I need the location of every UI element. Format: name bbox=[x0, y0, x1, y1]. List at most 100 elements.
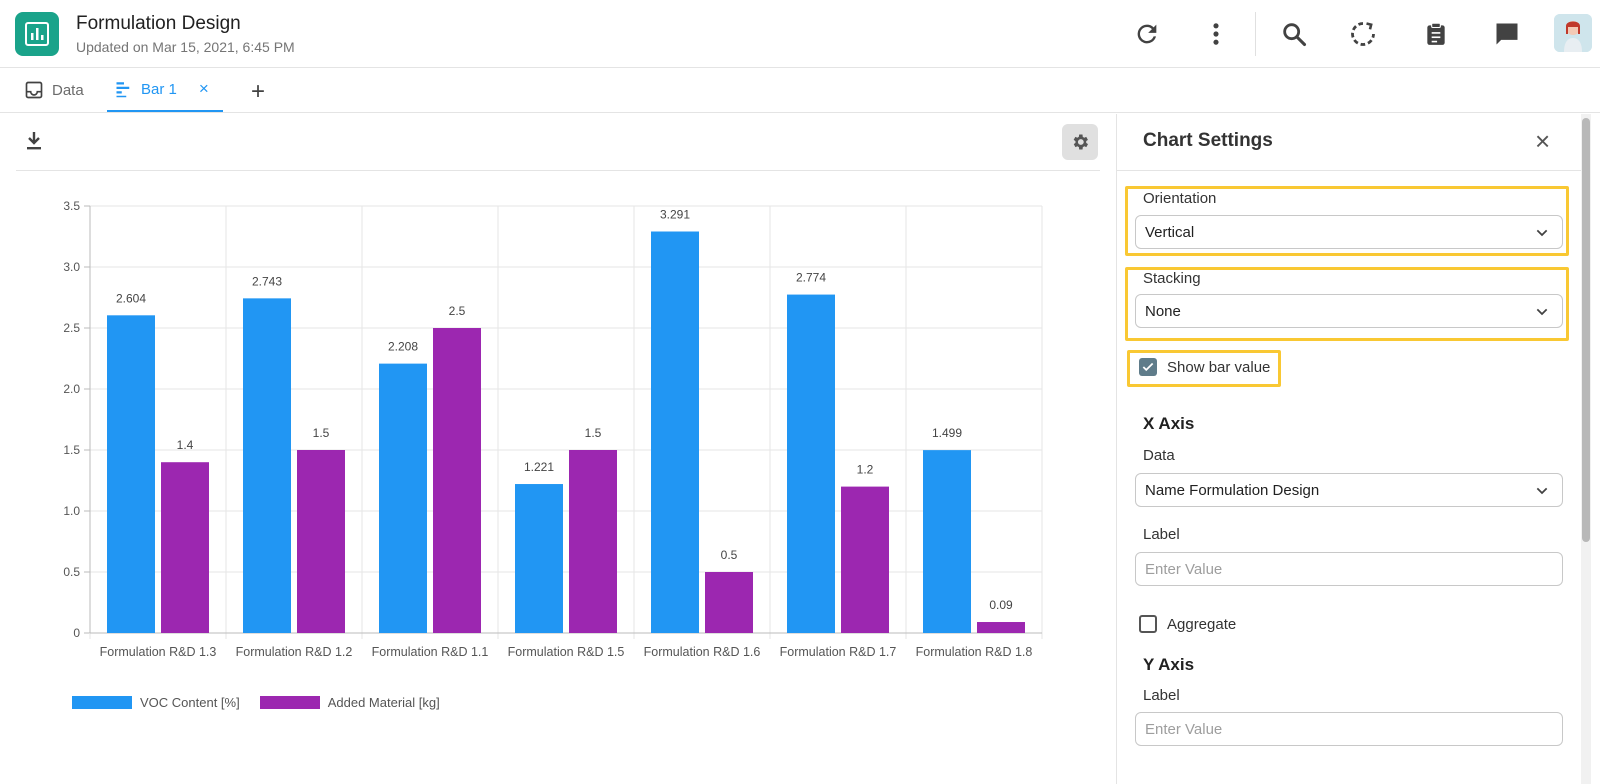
header-divider bbox=[1255, 12, 1256, 56]
x-tick-label: Formulation R&D 1.7 bbox=[780, 645, 897, 659]
bar-value-label: 0.09 bbox=[989, 598, 1013, 612]
bar bbox=[107, 315, 155, 633]
tab-data-label: Data bbox=[52, 81, 84, 99]
x-tick-label: Formulation R&D 1.6 bbox=[644, 645, 761, 659]
y-axis-heading: Y Axis bbox=[1143, 655, 1195, 674]
legend-item-added-material[interactable]: Added Material [kg] bbox=[259, 695, 440, 710]
bar-value-label: 1.499 bbox=[932, 426, 962, 440]
tab-close-icon[interactable]: × bbox=[198, 79, 209, 98]
app-header: Formulation Design Updated on Mar 15, 20… bbox=[0, 0, 1600, 68]
bar bbox=[433, 328, 481, 633]
legend-swatch-added-material bbox=[259, 696, 320, 709]
bar-value-label: 1.5 bbox=[585, 426, 602, 440]
x-axis-label-input[interactable] bbox=[1135, 552, 1563, 586]
more-vert-icon[interactable] bbox=[1198, 16, 1234, 52]
x-axis-data-value: Name Formulation Design bbox=[1145, 481, 1320, 499]
aggregate-checkbox[interactable]: Aggregate bbox=[1139, 615, 1236, 633]
show-bar-value-checkbox[interactable]: Show bar value bbox=[1139, 358, 1270, 376]
bar-value-label: 1.221 bbox=[524, 460, 554, 474]
bar bbox=[569, 450, 617, 633]
chart-legend: VOC Content [%] Added Material [kg] bbox=[72, 695, 440, 710]
bar-value-label: 0.5 bbox=[721, 548, 738, 562]
chat-icon[interactable] bbox=[1489, 16, 1525, 52]
legend-label-voc: VOC Content [%] bbox=[140, 695, 240, 710]
y-axis-label-label: Label bbox=[1143, 687, 1180, 704]
refresh-icon[interactable] bbox=[1129, 16, 1165, 52]
y-tick-label: 3.5 bbox=[63, 199, 80, 213]
x-tick-label: Formulation R&D 1.3 bbox=[100, 645, 217, 659]
bar-value-label: 2.743 bbox=[252, 274, 282, 288]
bar-chart-logo-icon bbox=[25, 22, 49, 46]
chevron-down-icon bbox=[1536, 487, 1548, 495]
orientation-label: Orientation bbox=[1143, 190, 1217, 207]
chart-settings-button[interactable] bbox=[1062, 124, 1098, 160]
x-axis-data-select[interactable]: Name Formulation Design bbox=[1135, 473, 1563, 507]
bar-value-label: 2.208 bbox=[388, 340, 418, 354]
add-tab-button[interactable]: + bbox=[251, 78, 266, 105]
panel-scrollbar-thumb[interactable] bbox=[1582, 118, 1590, 542]
x-tick-label: Formulation R&D 1.8 bbox=[916, 645, 1033, 659]
legend-swatch-voc bbox=[72, 696, 132, 709]
bar bbox=[379, 363, 427, 633]
bar-chart: 0 0.5 1.0 1.5 2.0 2.5 3.0 3.5 2.604 1.4 Formulatio… bbox=[63, 199, 1043, 659]
user-avatar[interactable] bbox=[1554, 14, 1592, 52]
show-bar-value-label: Show bar value bbox=[1167, 358, 1271, 376]
bar-chart-icon bbox=[116, 82, 130, 98]
legend-label-added-material: Added Material [kg] bbox=[327, 695, 440, 710]
checkbox-unchecked-icon bbox=[1139, 615, 1157, 633]
x-axis-label-label: Label bbox=[1143, 526, 1180, 543]
sync-icon[interactable] bbox=[1345, 16, 1381, 52]
x-tick-label: Formulation R&D 1.2 bbox=[236, 645, 353, 659]
y-tick-label: 3.0 bbox=[63, 260, 80, 274]
legend-item-voc[interactable]: VOC Content [%] bbox=[72, 695, 240, 710]
updated-timestamp: Updated on Mar 15, 2021, 6:45 PM bbox=[76, 39, 295, 55]
tab-data[interactable]: Data bbox=[24, 68, 84, 112]
bar bbox=[787, 294, 835, 633]
y-tick-label: 0 bbox=[73, 626, 80, 640]
y-tick-label: 1.0 bbox=[63, 504, 80, 518]
x-axis-data-label: Data bbox=[1143, 447, 1175, 464]
x-axis-heading: X Axis bbox=[1143, 414, 1195, 433]
bar bbox=[651, 231, 699, 634]
y-tick-label: 1.5 bbox=[63, 443, 80, 457]
checkbox-checked-icon bbox=[1139, 358, 1157, 376]
chevron-down-icon bbox=[1536, 229, 1548, 237]
page-title: Formulation Design bbox=[76, 13, 241, 34]
close-icon[interactable]: × bbox=[1535, 126, 1551, 156]
chart-toolbar bbox=[16, 114, 1100, 171]
stacking-select[interactable]: None bbox=[1135, 294, 1563, 328]
y-tick-label: 2.0 bbox=[63, 382, 80, 396]
bar-value-label: 2.774 bbox=[796, 271, 826, 285]
y-axis-label-input[interactable] bbox=[1135, 712, 1563, 746]
tab-bar-1-label: Bar 1 bbox=[141, 80, 177, 98]
bar-value-label: 1.4 bbox=[177, 438, 194, 452]
bar bbox=[297, 450, 345, 633]
bar-value-label: 1.2 bbox=[857, 463, 874, 477]
tab-bar: Data Bar 1 × bbox=[0, 68, 1600, 113]
bar-value-label: 2.5 bbox=[449, 304, 466, 318]
panel-title: Chart Settings bbox=[1143, 130, 1273, 151]
download-icon[interactable] bbox=[24, 130, 44, 157]
x-tick-label: Formulation R&D 1.1 bbox=[372, 645, 489, 659]
panel-header: Chart Settings × bbox=[1117, 114, 1585, 171]
bar-value-label: 2.604 bbox=[116, 291, 146, 305]
y-tick-label: 0.5 bbox=[63, 565, 80, 579]
stacking-value: None bbox=[1145, 302, 1181, 320]
tab-bar-1[interactable]: Bar 1 × bbox=[107, 68, 223, 112]
chevron-down-icon bbox=[1536, 308, 1548, 316]
app-logo[interactable] bbox=[15, 12, 59, 56]
bar bbox=[515, 484, 563, 633]
highlight-stacking bbox=[1125, 267, 1569, 341]
bar bbox=[841, 486, 889, 633]
bar bbox=[705, 572, 753, 633]
bar bbox=[977, 622, 1025, 633]
bar bbox=[243, 298, 291, 633]
highlight-orientation bbox=[1125, 186, 1569, 256]
orientation-select[interactable]: Vertical bbox=[1135, 215, 1563, 249]
search-icon[interactable] bbox=[1276, 16, 1312, 52]
stacking-label: Stacking bbox=[1143, 270, 1201, 287]
gear-icon bbox=[1073, 134, 1088, 150]
bar-value-label: 1.5 bbox=[313, 426, 330, 440]
clipboard-icon[interactable] bbox=[1418, 16, 1454, 52]
aggregate-label: Aggregate bbox=[1167, 615, 1237, 633]
